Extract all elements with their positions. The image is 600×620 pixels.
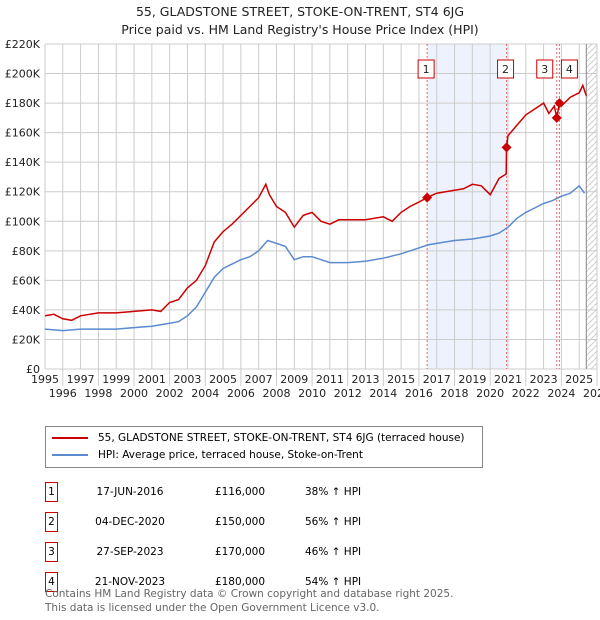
sale-label-border — [560, 59, 578, 79]
sale-label-number: 4 — [566, 63, 573, 76]
x-tick-label: 1999 — [102, 373, 130, 386]
legend-swatch-property — [52, 437, 88, 439]
legend-label-hpi: HPI: Average price, terraced house, Stok… — [98, 449, 363, 461]
sale-label-border — [497, 59, 515, 79]
x-tick-label: 1997 — [67, 373, 95, 386]
x-tick-label: 2025 — [565, 373, 593, 386]
sale-label-border — [417, 59, 435, 79]
x-tick-label: 2024 — [547, 387, 575, 400]
highlight-region — [427, 44, 507, 369]
x-tick-label: 2009 — [280, 373, 308, 386]
x-tick-label: 2014 — [369, 387, 397, 400]
y-tick-label: £80K — [12, 245, 41, 258]
sale-hpi-change: 56% ↑ HPI — [305, 516, 362, 528]
x-tick-label: 2004 — [191, 387, 219, 400]
x-tick-label: 2016 — [405, 387, 433, 400]
y-tick-label: £220K — [5, 38, 41, 51]
x-tick-label: 2005 — [209, 373, 237, 386]
y-tick-label: £120K — [5, 186, 41, 199]
sale-date: 17-JUN-2016 — [96, 486, 164, 498]
sale-point — [501, 142, 512, 153]
footer-copyright: Contains HM Land Registry data © Crown c… — [45, 588, 454, 600]
plot-area: 1995199619971998199920002001200220032004… — [5, 38, 600, 400]
x-tick-label: 2015 — [387, 373, 415, 386]
sale-label-border — [536, 59, 554, 79]
sale-label-number: 1 — [423, 63, 430, 76]
x-tick-label: 1996 — [49, 387, 77, 400]
x-tick-label: 2017 — [423, 373, 451, 386]
y-tick-label: £180K — [5, 97, 41, 110]
x-tick-label: 2006 — [227, 387, 255, 400]
sale-date: 21-NOV-2023 — [94, 576, 166, 588]
sale-row: 1 17-JUN-2016 £116,000 38% ↑ HPI — [45, 482, 445, 502]
x-tick-label: 2003 — [173, 373, 201, 386]
x-tick-label: 2001 — [138, 373, 166, 386]
y-tick-label: £20K — [12, 333, 41, 346]
sale-label-number: 3 — [541, 63, 548, 76]
x-tick-label: 1995 — [31, 373, 59, 386]
x-tick-label: 2018 — [441, 387, 469, 400]
x-tick-label: 2007 — [245, 373, 273, 386]
x-tick-label: 2026 — [583, 387, 600, 400]
sale-hpi-change: 46% ↑ HPI — [305, 546, 362, 558]
y-tick-label: £0 — [26, 363, 40, 376]
chart-subtitle: Price paid vs. HM Land Registry's House … — [121, 22, 479, 37]
sale-row: 2 04-DEC-2020 £150,000 56% ↑ HPI — [45, 512, 445, 532]
x-tick-label: 2023 — [530, 373, 558, 386]
sale-row: 3 27-SEP-2023 £170,000 46% ↑ HPI — [45, 542, 445, 562]
legend: 55, GLADSTONE STREET, STOKE-ON-TRENT, ST… — [45, 426, 483, 468]
sale-label-number: 2 — [502, 63, 509, 76]
hpi-line — [44, 184, 586, 332]
sale-point — [422, 192, 433, 203]
x-tick-label: 2022 — [512, 387, 540, 400]
y-tick-label: £60K — [12, 274, 41, 287]
property-price-line — [44, 83, 588, 322]
x-tick-label: 2021 — [494, 373, 522, 386]
sale-label-box: 2 — [497, 59, 515, 79]
sale-row: 4 21-NOV-2023 £180,000 54% ↑ HPI — [45, 572, 445, 592]
y-tick-label: £160K — [5, 127, 41, 140]
sale-point — [551, 112, 562, 123]
x-tick-label: 2002 — [156, 387, 184, 400]
x-tick-label: 2010 — [298, 387, 326, 400]
x-tick-label: 2011 — [316, 373, 344, 386]
sale-hpi-change: 38% ↑ HPI — [305, 486, 362, 498]
y-tick-label: £140K — [5, 156, 41, 169]
sale-number-badge: 2 — [45, 512, 58, 532]
sale-hpi-change: 54% ↑ HPI — [305, 576, 362, 588]
footer-licence: This data is licensed under the Open Gov… — [45, 602, 380, 614]
sale-price: £170,000 — [214, 546, 266, 558]
sale-number-badge: 3 — [45, 542, 58, 562]
sale-label-box: 4 — [560, 59, 578, 79]
sale-price: £180,000 — [214, 576, 266, 588]
sale-label-box: 3 — [536, 59, 554, 79]
x-tick-label: 2008 — [262, 387, 290, 400]
legend-swatch-hpi — [52, 454, 88, 456]
sale-point — [554, 98, 565, 109]
x-tick-label: 2000 — [120, 387, 148, 400]
sale-price: £150,000 — [214, 516, 266, 528]
x-tick-label: 2012 — [334, 387, 362, 400]
sale-date: 04-DEC-2020 — [95, 516, 165, 528]
chart-title: 55, GLADSTONE STREET, STOKE-ON-TRENT, ST… — [135, 4, 465, 19]
sale-price: £116,000 — [214, 486, 266, 498]
x-tick-label: 2020 — [476, 387, 504, 400]
sale-label-box: 1 — [417, 59, 435, 79]
legend-label-property: 55, GLADSTONE STREET, STOKE-ON-TRENT, ST… — [98, 432, 465, 444]
y-tick-label: £200K — [5, 68, 41, 81]
sale-number-badge: 1 — [45, 482, 58, 502]
sale-number-badge: 4 — [45, 572, 58, 592]
sale-date: 27-SEP-2023 — [96, 546, 164, 558]
y-tick-label: £100K — [5, 215, 41, 228]
x-tick-label: 1998 — [84, 387, 112, 400]
y-tick-label: £40K — [12, 304, 41, 317]
x-tick-label: 2013 — [352, 373, 380, 386]
forecast-hatch — [586, 44, 597, 369]
x-tick-label: 2019 — [458, 373, 486, 386]
